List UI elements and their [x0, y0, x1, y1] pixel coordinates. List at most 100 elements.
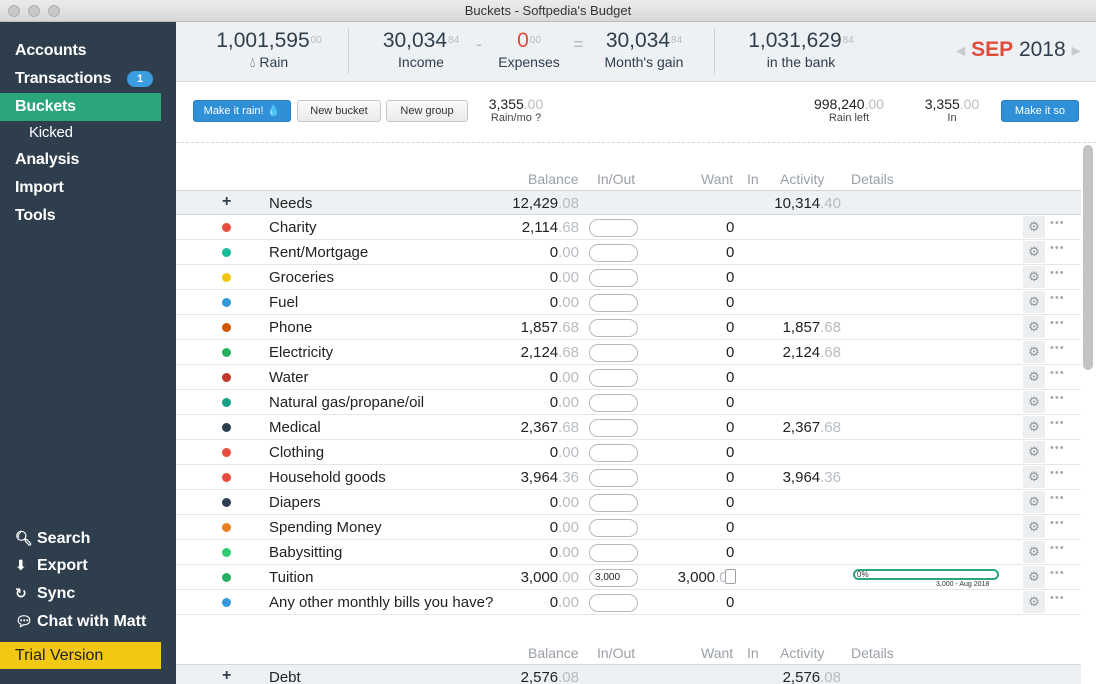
nav-chat[interactable]: 💬︎ Chat with Matt [15, 608, 146, 634]
prev-month-button[interactable]: ◀ [956, 43, 966, 58]
bucket-color-dot[interactable] [222, 348, 231, 357]
more-icon[interactable]: ••• [1050, 342, 1065, 354]
in-out-input[interactable] [589, 594, 638, 612]
zoom-window-button[interactable] [48, 5, 60, 17]
bucket-name[interactable]: Any other monthly bills you have? [269, 594, 494, 611]
bucket-name[interactable]: Medical [269, 419, 321, 436]
nav-export[interactable]: ⬇ Export [15, 552, 88, 578]
bucket-color-dot[interactable] [222, 448, 231, 457]
in-out-input[interactable] [589, 344, 638, 362]
nav-analysis[interactable]: Analysis [15, 151, 80, 168]
bucket-name[interactable]: Rent/Mortgage [269, 244, 369, 261]
bucket-color-dot[interactable] [222, 423, 231, 432]
in-out-input[interactable] [589, 269, 638, 287]
in-out-input[interactable] [589, 244, 638, 262]
in-out-input[interactable] [589, 319, 638, 337]
bucket-color-dot[interactable] [222, 323, 231, 332]
gear-icon[interactable]: ⚙ [1023, 266, 1045, 288]
more-icon[interactable]: ••• [1050, 567, 1065, 579]
in-out-input[interactable]: 3,000 [589, 569, 638, 587]
more-icon[interactable]: ••• [1050, 517, 1065, 529]
new-group-button[interactable]: New group [386, 100, 468, 122]
bucket-color-dot[interactable] [222, 523, 231, 532]
in-out-input[interactable] [589, 494, 638, 512]
bucket-color-dot[interactable] [222, 473, 231, 482]
bucket-color-dot[interactable] [222, 248, 231, 257]
bucket-color-dot[interactable] [222, 373, 231, 382]
group-name[interactable]: Debt [269, 669, 301, 684]
bucket-color-dot[interactable] [222, 398, 231, 407]
gear-icon[interactable]: ⚙ [1023, 216, 1045, 238]
bucket-color-dot[interactable] [222, 298, 231, 307]
bucket-name[interactable]: Spending Money [269, 519, 382, 536]
gear-icon[interactable]: ⚙ [1023, 291, 1045, 313]
new-bucket-button[interactable]: New bucket [297, 100, 381, 122]
in-out-input[interactable] [589, 544, 638, 562]
gear-icon[interactable]: ⚙ [1023, 466, 1045, 488]
in-out-input[interactable] [589, 294, 638, 312]
nav-sync[interactable]: ↻ Sync [15, 580, 75, 606]
help-icon[interactable]: ? [534, 112, 542, 124]
bucket-name[interactable]: Babysitting [269, 544, 343, 561]
gear-icon[interactable]: ⚙ [1023, 416, 1045, 438]
bucket-color-dot[interactable] [222, 223, 231, 232]
nav-search[interactable]: 🔍︎ Search [15, 525, 90, 551]
more-icon[interactable]: ••• [1050, 242, 1065, 254]
more-icon[interactable]: ••• [1050, 392, 1065, 404]
in-out-input[interactable] [589, 394, 638, 412]
nav-transactions[interactable]: Transactions 1 [0, 65, 161, 93]
in-out-input[interactable] [589, 444, 638, 462]
bucket-name[interactable]: Groceries [269, 269, 335, 286]
gear-icon[interactable]: ⚙ [1023, 566, 1045, 588]
nav-kicked[interactable]: Kicked [29, 124, 73, 141]
bucket-color-dot[interactable] [222, 548, 231, 557]
in-out-input[interactable] [589, 369, 638, 387]
more-icon[interactable]: ••• [1050, 317, 1065, 329]
more-icon[interactable]: ••• [1050, 267, 1065, 279]
gear-icon[interactable]: ⚙ [1023, 391, 1045, 413]
more-icon[interactable]: ••• [1050, 292, 1065, 304]
more-icon[interactable]: ••• [1050, 542, 1065, 554]
gear-icon[interactable]: ⚙ [1023, 341, 1045, 363]
bucket-name[interactable]: Water [269, 369, 309, 386]
bucket-color-dot[interactable] [222, 273, 231, 282]
gear-icon[interactable]: ⚙ [1023, 241, 1045, 263]
bucket-color-dot[interactable] [222, 498, 231, 507]
more-icon[interactable]: ••• [1050, 442, 1065, 454]
scrollbar[interactable] [1083, 145, 1093, 370]
bucket-name[interactable]: Diapers [269, 494, 321, 511]
gear-icon[interactable]: ⚙ [1023, 591, 1045, 613]
more-icon[interactable]: ••• [1050, 217, 1065, 229]
add-bucket-icon[interactable]: + [222, 193, 232, 210]
bucket-name[interactable]: Electricity [269, 344, 334, 361]
bucket-color-dot[interactable] [222, 573, 231, 582]
in-checkbox[interactable] [725, 569, 736, 584]
bucket-name[interactable]: Natural gas/propane/oil [269, 394, 425, 411]
add-bucket-icon[interactable]: + [222, 667, 232, 684]
group-name[interactable]: Needs [269, 195, 313, 212]
nav-accounts[interactable]: Accounts [15, 42, 87, 59]
next-month-button[interactable]: ▶ [1071, 43, 1081, 58]
trial-version-button[interactable]: Trial Version [0, 642, 161, 669]
in-out-input[interactable] [589, 469, 638, 487]
nav-import[interactable]: Import [15, 179, 64, 196]
gear-icon[interactable]: ⚙ [1023, 491, 1045, 513]
gear-icon[interactable]: ⚙ [1023, 516, 1045, 538]
nav-buckets[interactable]: Buckets [0, 93, 161, 121]
bucket-name[interactable]: Household goods [269, 469, 386, 486]
gear-icon[interactable]: ⚙ [1023, 366, 1045, 388]
close-window-button[interactable] [8, 5, 20, 17]
bucket-name[interactable]: Fuel [269, 294, 299, 311]
gear-icon[interactable]: ⚙ [1023, 316, 1045, 338]
in-out-input[interactable] [589, 519, 638, 537]
more-icon[interactable]: ••• [1050, 592, 1065, 604]
nav-tools[interactable]: Tools [15, 207, 56, 224]
make-it-rain-button[interactable]: Make it rain! 💧 [193, 100, 291, 122]
bucket-name[interactable]: Charity [269, 219, 317, 236]
more-icon[interactable]: ••• [1050, 467, 1065, 479]
bucket-name[interactable]: Clothing [269, 444, 325, 461]
in-out-input[interactable] [589, 219, 638, 237]
bucket-name[interactable]: Phone [269, 319, 313, 336]
bucket-name[interactable]: Tuition [269, 569, 314, 586]
more-icon[interactable]: ••• [1050, 367, 1065, 379]
